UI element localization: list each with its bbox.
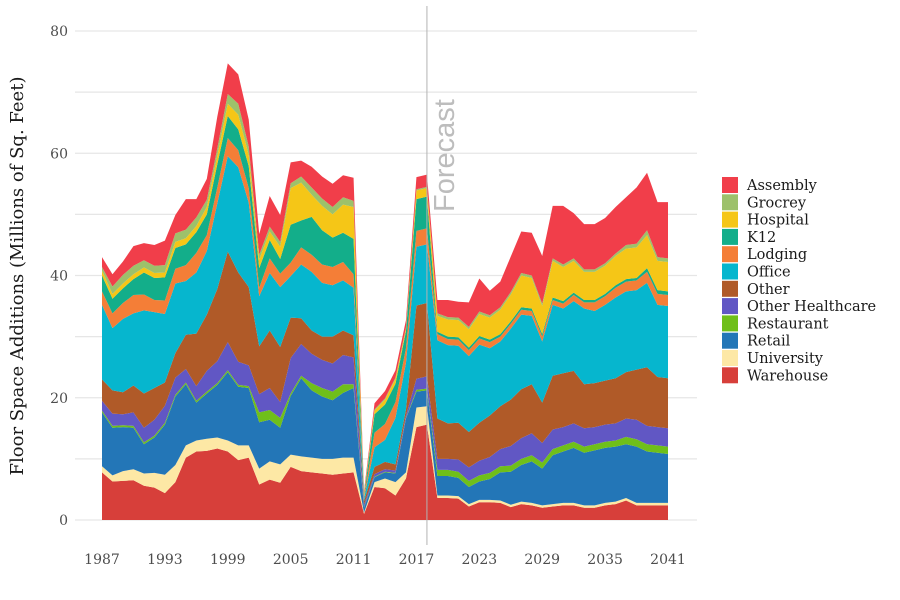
legend-label: Lodging <box>747 247 807 263</box>
x-tick-label: 2011 <box>336 552 372 568</box>
legend-label: Assembly <box>746 178 818 194</box>
legend-item-other-healthcare: Other Healthcare <box>722 298 876 315</box>
area-office <box>102 156 668 502</box>
legend-swatch <box>722 315 738 332</box>
legend-swatch <box>722 177 738 193</box>
legend-item-grocrey: Grocrey <box>722 194 807 211</box>
legend-label: Warehouse <box>747 368 828 384</box>
area-retail <box>102 372 668 513</box>
legend-label: Grocrey <box>747 195 807 211</box>
legend-swatch <box>722 350 738 366</box>
x-tick-label: 1999 <box>210 552 246 568</box>
legend-item-warehouse: Warehouse <box>722 367 828 384</box>
legend-label: Restaurant <box>747 316 829 332</box>
legend-swatch <box>722 298 738 315</box>
x-tick-label: 2005 <box>273 552 309 568</box>
legend-swatch <box>722 280 738 297</box>
legend-swatch <box>722 194 738 211</box>
forecast-label: Forecast <box>429 99 461 212</box>
legend-item-office: Office <box>722 263 791 281</box>
legend-swatch <box>722 246 738 263</box>
y-tick-label: 20 <box>50 391 68 407</box>
y-tick-label: 0 <box>59 513 68 529</box>
legend-label: University <box>747 351 824 367</box>
y-tick-label: 40 <box>50 269 68 285</box>
legend-label: Retail <box>747 334 791 350</box>
area-warehouse <box>102 424 668 520</box>
x-tick-label: 2035 <box>587 552 623 568</box>
area-layers <box>102 63 668 520</box>
legend: AssemblyGrocreyHospitalK12LodgingOfficeO… <box>722 177 876 384</box>
x-tick-label: 2029 <box>524 552 560 568</box>
legend-item-lodging: Lodging <box>722 246 807 263</box>
legend-item-other: Other <box>722 280 790 298</box>
area-university <box>102 406 668 514</box>
legend-swatch <box>722 263 738 280</box>
legend-item-k12: K12 <box>722 228 776 246</box>
legend-item-retail: Retail <box>722 332 791 350</box>
legend-swatch <box>722 228 738 245</box>
x-tick-label: 2017 <box>399 552 435 568</box>
legend-swatch <box>722 332 738 349</box>
legend-swatch <box>722 211 738 228</box>
x-tick-label: 1987 <box>84 552 120 568</box>
legend-item-assembly: Assembly <box>722 177 818 194</box>
legend-swatch <box>722 367 738 384</box>
legend-label: K12 <box>747 230 776 246</box>
y-tick-label: 80 <box>50 24 68 40</box>
area-other-healthcare <box>102 342 668 508</box>
area-other <box>102 251 668 505</box>
area-lodging <box>102 137 668 499</box>
area-k12 <box>102 115 668 498</box>
legend-label: Office <box>747 265 791 281</box>
x-tick-label: 2023 <box>462 552 498 568</box>
legend-item-restaurant: Restaurant <box>722 315 829 332</box>
y-axis-title: Floor Space Additions (Millions of Sq. F… <box>7 77 28 476</box>
y-axis-ticks: 0 20 40 60 80 <box>50 24 68 529</box>
x-axis-ticks: 1987 1993 1999 2005 2011 2017 2023 2029 2035 2041 <box>84 552 686 568</box>
legend-item-hospital: Hospital <box>722 211 809 229</box>
legend-label: Other Healthcare <box>747 299 876 315</box>
x-tick-label: 1993 <box>147 552 183 568</box>
legend-label: Hospital <box>747 213 809 229</box>
legend-item-university: University <box>722 350 824 367</box>
y-tick-label: 60 <box>50 146 68 162</box>
legend-label: Other <box>747 282 790 298</box>
forecast-marker: Forecast <box>426 6 461 545</box>
x-tick-label: 2041 <box>650 552 686 568</box>
